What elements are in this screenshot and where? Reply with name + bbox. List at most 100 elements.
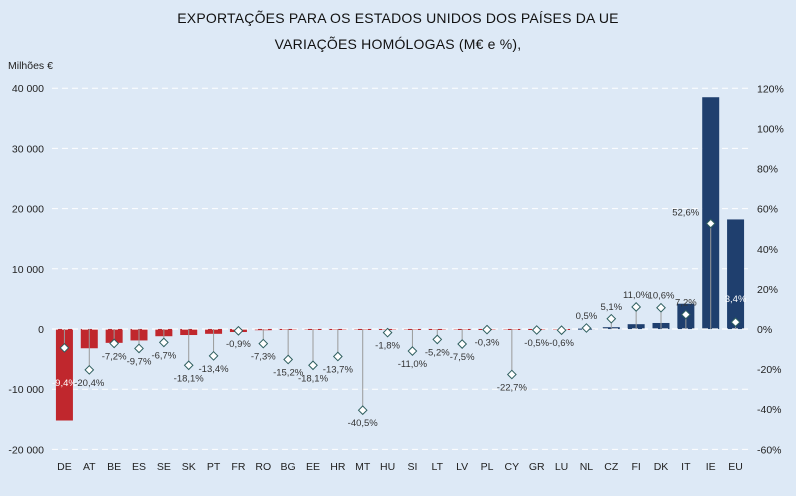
pct-marker <box>407 346 418 356</box>
pct-marker <box>233 325 244 336</box>
pct-label: 10,6% <box>648 291 675 302</box>
pct-marker <box>656 302 666 313</box>
pct-label: -18,1% <box>174 373 205 384</box>
x-tick-label: GR <box>529 461 545 473</box>
pct-marker <box>581 323 592 333</box>
pct-marker <box>59 342 70 353</box>
x-tick-label: AT <box>83 461 96 473</box>
pct-marker <box>531 325 542 335</box>
x-tick-label: IT <box>681 461 691 473</box>
pct-marker <box>631 302 642 312</box>
pct-marker <box>158 337 169 348</box>
pct-label: 0,5% <box>576 311 598 322</box>
x-tick-label: SE <box>157 461 171 473</box>
x-tick-label: ES <box>132 461 146 473</box>
pct-label: -5,2% <box>425 347 450 358</box>
x-tick-label: NL <box>580 461 594 473</box>
x-tick-label: HU <box>380 461 395 473</box>
x-tick-label: SK <box>182 461 196 473</box>
pct-marker <box>382 327 393 338</box>
y-left-tick-label: 0 <box>38 324 44 336</box>
pct-marker <box>208 350 219 361</box>
y-left-tick-label: 20 000 <box>12 204 44 216</box>
pct-label: -11,0% <box>398 359 428 370</box>
pct-marker <box>258 338 269 349</box>
x-tick-label: BE <box>107 461 121 473</box>
y-right-tick-label: 40% <box>757 244 778 256</box>
x-tick-label: EE <box>306 461 320 473</box>
pct-label: -0,9% <box>226 339 251 350</box>
pct-label: -7,2% <box>102 351 127 362</box>
y-right-tick-label: 120% <box>757 83 784 95</box>
pct-label: -7,3% <box>251 352 276 363</box>
pct-marker <box>283 354 294 365</box>
x-tick-label: LV <box>456 461 468 473</box>
y-right-tick-label: -40% <box>757 404 782 416</box>
x-tick-label: DK <box>654 461 669 473</box>
chart-title-line2: VARIAÇÕES HOMÓLOGAS (M€ e %), <box>274 36 522 52</box>
chart-title-line1: EXPORTAÇÕES PARA OS ESTADOS UNIDOS DOS P… <box>177 10 619 26</box>
pct-marker <box>183 360 194 371</box>
y-left-tick-label: 10 000 <box>12 264 44 276</box>
pct-label: -0,5% <box>524 338 549 349</box>
pct-marker <box>109 338 120 349</box>
pct-label: 3,4% <box>725 294 747 305</box>
y-right-tick-label: -60% <box>757 444 782 456</box>
x-tick-label: FR <box>231 461 245 473</box>
y-left-tick-label: -10 000 <box>8 384 44 396</box>
y-left-tick-label: 30 000 <box>12 143 44 155</box>
pct-marker <box>506 369 517 380</box>
pct-marker <box>606 313 617 324</box>
pct-label: -1,8% <box>375 341 400 352</box>
pct-label: 52,6% <box>672 208 699 219</box>
x-tick-label: RO <box>255 461 271 473</box>
x-tick-label: LT <box>432 461 444 473</box>
pct-label: -0,6% <box>549 338 574 349</box>
pct-marker <box>705 218 716 229</box>
pct-label: -7,5% <box>450 352 475 363</box>
y-left-tick-label: 40 000 <box>12 83 44 95</box>
pct-marker <box>482 324 492 335</box>
pct-marker <box>134 343 144 354</box>
y-right-tick-label: 20% <box>757 284 778 296</box>
pct-label: -6,7% <box>151 350 176 361</box>
bar <box>727 219 745 329</box>
pct-label: -15,2% <box>273 367 304 378</box>
pct-marker <box>556 325 567 336</box>
pct-label: -13,4% <box>199 364 230 375</box>
pct-marker <box>432 334 443 345</box>
x-tick-label: CY <box>505 461 520 473</box>
pct-label: 5,1% <box>600 302 622 313</box>
x-tick-label: CZ <box>604 461 619 473</box>
x-tick-label: HR <box>330 461 346 473</box>
y-right-tick-label: 60% <box>757 204 778 216</box>
x-tick-label: BG <box>281 461 296 473</box>
y-left-tick-label: -20 000 <box>8 444 44 456</box>
pct-label: -9,7% <box>127 356 152 367</box>
pct-label: 7,2% <box>675 298 697 309</box>
pct-label: 11,0% <box>623 290 650 301</box>
pct-label: -13,7% <box>323 364 354 375</box>
y-unit-label: Milhões € <box>8 60 53 72</box>
pct-marker <box>357 405 368 416</box>
y-right-tick-label: -20% <box>757 364 782 376</box>
x-tick-label: LU <box>555 461 568 473</box>
pct-marker <box>84 364 95 375</box>
pct-marker <box>457 339 468 349</box>
y-right-tick-label: 0% <box>757 324 772 336</box>
pct-label: -18,1% <box>298 373 329 384</box>
x-tick-label: FI <box>631 461 640 473</box>
pct-label: -9,4% <box>52 378 77 389</box>
pct-label: -22,7% <box>497 383 528 394</box>
pct-marker <box>308 360 318 371</box>
x-tick-label: PT <box>207 461 221 473</box>
x-tick-label: SI <box>407 461 417 473</box>
pct-marker <box>332 351 343 362</box>
y-right-tick-label: 80% <box>757 164 778 176</box>
x-tick-label: IE <box>706 461 716 473</box>
pct-label: -0,3% <box>475 338 500 349</box>
pct-label: -40,5% <box>348 418 379 429</box>
x-tick-label: MT <box>355 461 371 473</box>
